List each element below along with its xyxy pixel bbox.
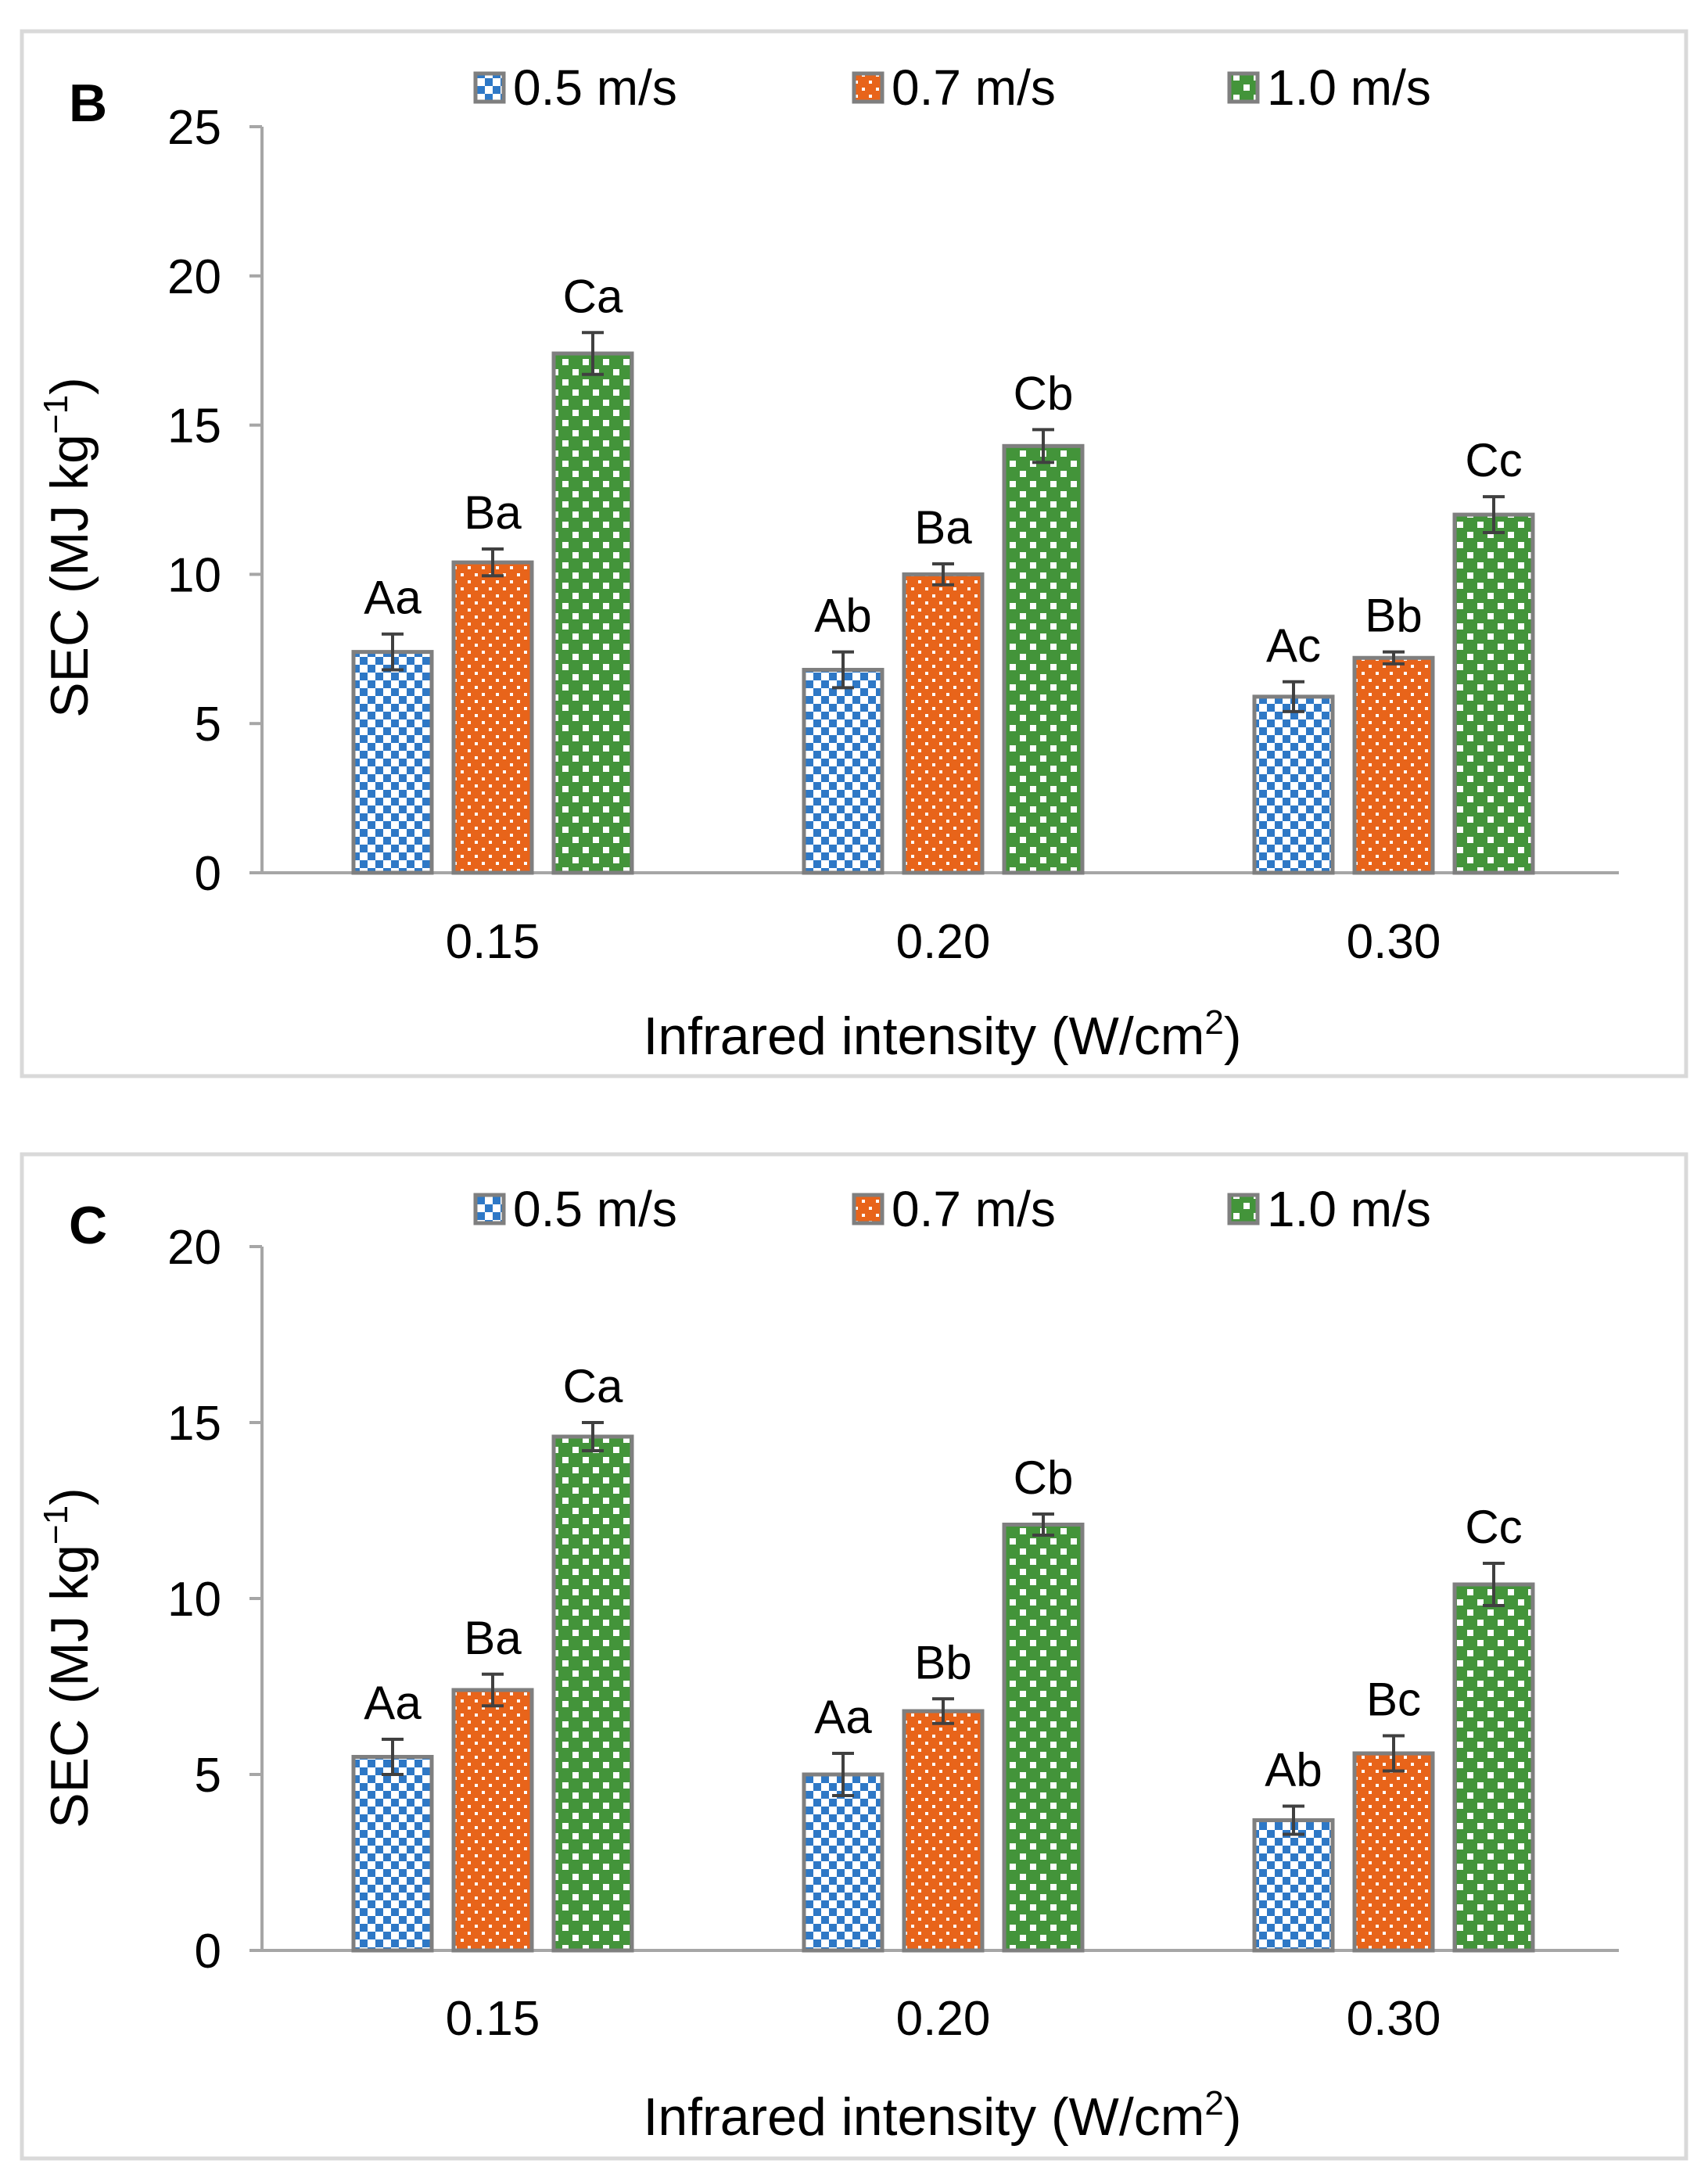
data-label: Aa bbox=[364, 572, 422, 624]
bar bbox=[1352, 655, 1435, 875]
bar bbox=[802, 668, 884, 875]
data-label: Ba bbox=[464, 486, 522, 539]
panel-b-bars: Aa Ab Ac Ba Ba Bb Ca Cb Cc bbox=[351, 270, 1535, 875]
x-tick-label: 0.20 bbox=[896, 915, 991, 969]
bar bbox=[1252, 694, 1335, 875]
data-label: Bb bbox=[1365, 590, 1422, 642]
legend-swatch bbox=[473, 1193, 506, 1225]
bar bbox=[551, 351, 634, 875]
bar bbox=[902, 1709, 985, 1953]
data-label: Ca bbox=[563, 1360, 623, 1412]
y-tick-label: 10 bbox=[167, 1573, 221, 1627]
bar bbox=[351, 1755, 434, 1953]
bar bbox=[802, 1772, 884, 1953]
y-tick-label: 25 bbox=[167, 101, 221, 155]
bar bbox=[451, 560, 534, 875]
y-tick-label: 15 bbox=[167, 400, 221, 454]
data-label: Ac bbox=[1266, 619, 1321, 672]
panel-b-frame bbox=[20, 29, 1688, 1078]
data-label: Bb bbox=[914, 1636, 971, 1688]
data-label: Ba bbox=[914, 501, 972, 554]
data-label: Cb bbox=[1014, 1451, 1074, 1504]
panel-b-label: B bbox=[69, 74, 107, 133]
data-label: Ba bbox=[464, 1612, 522, 1664]
panel-b-y-axis-title: SEC (MJ kg−1) bbox=[37, 377, 99, 718]
bar bbox=[1002, 1523, 1085, 1953]
legend-label: 0.5 m/s bbox=[513, 1181, 677, 1237]
y-tick-label: 5 bbox=[195, 1749, 221, 1803]
y-tick-label: 20 bbox=[167, 1221, 221, 1275]
bar bbox=[551, 1434, 634, 1953]
bar bbox=[1452, 512, 1535, 875]
y-tick-label: 15 bbox=[167, 1397, 221, 1451]
bar bbox=[1002, 443, 1085, 875]
bar bbox=[351, 650, 434, 875]
legend-label: 1.0 m/s bbox=[1267, 59, 1431, 116]
legend-swatch bbox=[1227, 71, 1260, 104]
legend-label: 0.5 m/s bbox=[513, 59, 677, 116]
data-label: Aa bbox=[814, 1691, 872, 1743]
panel-c-legend: 0.5 m/s 0.7 m/s 1.0 m/s bbox=[473, 1181, 1431, 1237]
x-tick-label: 0.30 bbox=[1347, 1992, 1441, 2046]
y-tick-label: 20 bbox=[167, 250, 221, 304]
data-label: Ab bbox=[1265, 1744, 1322, 1796]
bar bbox=[451, 1688, 534, 1953]
legend-label: 0.7 m/s bbox=[892, 59, 1056, 116]
x-tick-label: 0.30 bbox=[1347, 915, 1441, 969]
legend-swatch bbox=[852, 1193, 884, 1225]
panel-c-x-axis-title: Infrared intensity (W/cm2) bbox=[643, 2084, 1241, 2147]
data-label: Ca bbox=[563, 270, 623, 322]
y-tick-label: 0 bbox=[195, 1925, 221, 1979]
bar bbox=[1452, 1582, 1535, 1953]
legend-label: 1.0 m/s bbox=[1267, 1181, 1431, 1237]
panel-c-label: C bbox=[69, 1196, 107, 1255]
legend-swatch bbox=[473, 71, 506, 104]
data-label: Ab bbox=[814, 590, 871, 642]
panel-c-bars: Aa Aa Ab Ba Bb Bc Ca Cb Cc bbox=[351, 1360, 1535, 1953]
panel-c-frame bbox=[20, 1152, 1688, 2161]
bar bbox=[1352, 1751, 1435, 1953]
y-tick-label: 5 bbox=[195, 698, 221, 752]
x-tick-label: 0.20 bbox=[896, 1992, 991, 2046]
data-label: Bc bbox=[1366, 1674, 1421, 1726]
y-tick-label: 0 bbox=[195, 847, 221, 901]
data-label: Aa bbox=[364, 1677, 422, 1729]
bar bbox=[1252, 1818, 1335, 1953]
bar bbox=[902, 572, 985, 875]
panel-b: B 0.5 m/s 0.7 m/s 1.0 m/s 0 5 10 15 20 25 0.15 0.… bbox=[20, 29, 1688, 1078]
y-tick-label: 10 bbox=[167, 548, 221, 602]
legend-swatch bbox=[1227, 1193, 1260, 1225]
panel-b-x-axis-title: Infrared intensity (W/cm2) bbox=[643, 1003, 1241, 1066]
legend-swatch bbox=[852, 71, 884, 104]
x-tick-label: 0.15 bbox=[446, 1992, 540, 2046]
panel-c: C 0.5 m/s 0.7 m/s 1.0 m/s 0 5 10 15 20 0.15 0.20… bbox=[20, 1152, 1688, 2161]
panel-b-legend: 0.5 m/s 0.7 m/s 1.0 m/s bbox=[473, 59, 1431, 116]
x-tick-label: 0.15 bbox=[446, 915, 540, 969]
legend-label: 0.7 m/s bbox=[892, 1181, 1056, 1237]
panel-c-y-axis-title: SEC (MJ kg−1) bbox=[37, 1487, 99, 1828]
data-label: Cc bbox=[1465, 1501, 1522, 1553]
data-label: Cc bbox=[1465, 434, 1522, 486]
data-label: Cb bbox=[1014, 367, 1074, 419]
